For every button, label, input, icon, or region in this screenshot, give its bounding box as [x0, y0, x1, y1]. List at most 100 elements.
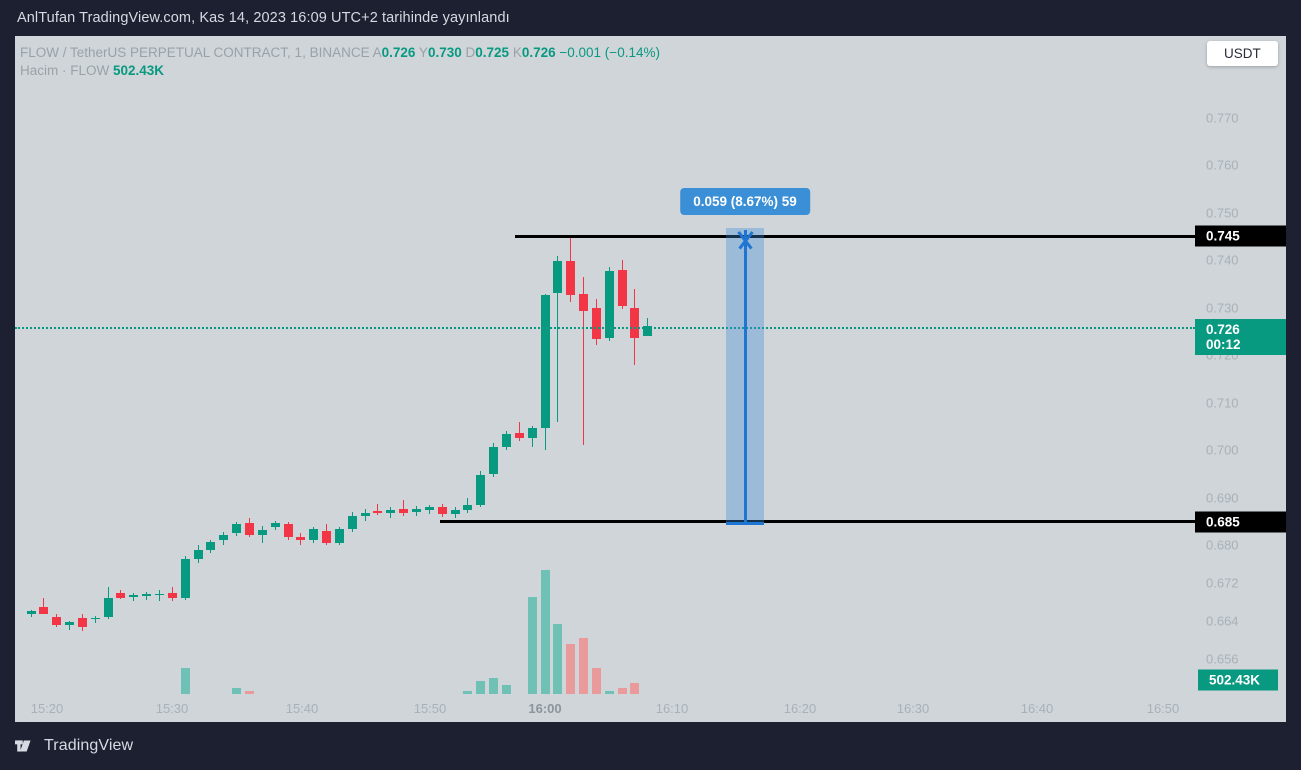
candle-body [270, 522, 280, 528]
last-price-tag[interactable]: 0.726 00:12 [1195, 318, 1286, 355]
candle-body [142, 593, 152, 596]
volume-bar [553, 624, 563, 694]
candle-wick [69, 621, 71, 630]
legend-volume-row: Hacim · FLOW 502.43K [20, 62, 660, 80]
volume-bar [566, 644, 576, 694]
candle-body [489, 446, 499, 475]
time-axis-tick: 16:10 [655, 701, 689, 716]
candle-body [373, 511, 383, 514]
chart-legend: FLOW / TetherUS PERPETUAL CONTRACT, 1, B… [20, 44, 660, 80]
candle-body [424, 507, 434, 511]
volume-bar [579, 637, 589, 694]
volume-bar [244, 691, 254, 694]
legend-open-label: A [372, 45, 382, 60]
candle-body [476, 475, 486, 505]
time-scale[interactable]: 15:20 15:30 15:40 15:50 16:00 16:10 16:20 16:30… [15, 694, 1286, 722]
resistance-price-tag[interactable]: 0.745 [1195, 225, 1286, 247]
legend-low-value: 0.725 [475, 45, 510, 60]
legend-open-value: 0.726 [381, 45, 416, 60]
legend-volume-value: 502.43K [113, 63, 165, 78]
volume-bar [604, 691, 614, 694]
candle-body [103, 597, 113, 617]
support-price-tag[interactable]: 0.685 [1195, 511, 1286, 533]
time-axis-tick: 16:20 [783, 701, 817, 716]
candle-body [412, 509, 421, 513]
legend-symbol[interactable]: FLOW / TetherUS PERPETUAL CONTRACT, 1, B… [20, 45, 370, 60]
candle-body [501, 434, 511, 447]
candle-wick [146, 591, 148, 600]
last-price-value: 0.726 [1206, 321, 1240, 337]
price-axis-tick: 0.680 [1206, 537, 1239, 553]
volume-bar [617, 688, 627, 694]
tradingview-logo-icon [15, 740, 31, 752]
measure-label[interactable]: 0.059 (8.67%) 59 [680, 188, 810, 216]
volume-value-tag[interactable]: 502.43K [1198, 669, 1278, 691]
measure-arrow-stem [743, 230, 747, 524]
candle-body [347, 515, 357, 530]
volume-bar [540, 570, 550, 694]
price-axis-tick: 0.710 [1206, 395, 1239, 411]
candle-body [90, 617, 100, 620]
candle-body [193, 550, 203, 559]
resistance-line[interactable] [515, 234, 1195, 238]
chart-pane[interactable]: 0.059 (8.67%) 59 FLOW / TetherUS PERPETU… [15, 36, 1286, 694]
legend-close-value: 0.726 [521, 45, 556, 60]
candle-body [167, 592, 177, 598]
candle-body [219, 534, 229, 540]
legend-close-label: K [512, 45, 522, 60]
candle-body [604, 270, 614, 339]
time-axis-tick: 15:40 [285, 701, 319, 716]
candle-body [180, 558, 190, 598]
volume-bar [463, 691, 473, 694]
volume-bar [630, 683, 640, 694]
candle-body [283, 523, 293, 537]
price-axis-tick: 0.656 [1206, 651, 1239, 667]
candle-body [514, 433, 524, 438]
candle-body [553, 261, 563, 294]
volume-bar [232, 688, 242, 694]
chart-plot-area[interactable]: 0.059 (8.67%) 59 [15, 36, 1195, 694]
candle-body [206, 541, 216, 551]
volume-bar [501, 684, 511, 694]
candle-body [566, 261, 576, 296]
volume-bar [180, 667, 190, 694]
candle-body [65, 622, 75, 626]
candle-body [244, 522, 254, 535]
candle-wick [403, 499, 405, 516]
candle-body [309, 529, 319, 540]
price-axis-tick: 0.730 [1206, 300, 1239, 316]
price-axis-tick: 0.750 [1206, 205, 1239, 221]
tradingview-logo[interactable]: TradingView [15, 737, 133, 755]
candle-body [360, 513, 370, 516]
candle-body [617, 269, 627, 306]
price-scale[interactable]: USDT 0.770 0.760 0.750 0.740 0.730 0.720 0.710… [1195, 36, 1286, 694]
volume-bar [476, 681, 486, 694]
time-axis-tick: 15:50 [413, 701, 447, 716]
candle-body [579, 293, 589, 311]
candle-body [77, 617, 87, 628]
price-axis-tick: 0.700 [1206, 442, 1239, 458]
price-axis-tick: 0.672 [1206, 575, 1239, 591]
legend-volume-label[interactable]: Hacim · FLOW [20, 63, 110, 78]
candle-body [591, 307, 601, 340]
last-price-line [15, 326, 1195, 329]
time-axis-tick: 15:20 [30, 701, 64, 716]
time-axis-tick: 16:30 [896, 701, 930, 716]
support-line[interactable] [440, 520, 1195, 524]
candle-body [399, 509, 409, 514]
candle-body [527, 428, 537, 438]
candle-body [155, 593, 164, 596]
time-axis-tick: 15:30 [155, 701, 189, 716]
legend-change: −0.001 (−0.14%) [559, 45, 660, 60]
candle-wick [43, 597, 45, 615]
time-axis-tick: 16:40 [1020, 701, 1054, 716]
legend-high-label: Y [418, 45, 428, 60]
price-axis-tick: 0.690 [1206, 490, 1239, 506]
currency-badge[interactable]: USDT [1207, 41, 1278, 66]
candle-body [630, 307, 640, 339]
candle-body [26, 611, 36, 615]
candle-wick [518, 421, 520, 441]
price-axis-tick: 0.664 [1206, 613, 1239, 629]
candle-wick [647, 318, 649, 333]
